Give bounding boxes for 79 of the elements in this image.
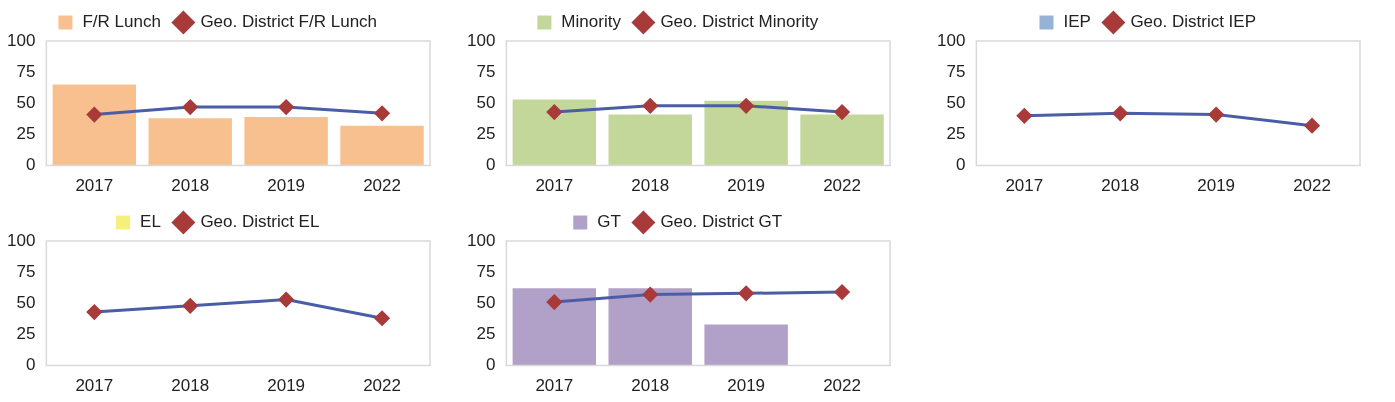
point — [642, 287, 658, 303]
y-tick-label: 100 — [936, 30, 966, 50]
bar — [704, 100, 788, 166]
legend-label: Geo. District IEP — [1130, 12, 1257, 32]
x-tick-label: 2018 — [1101, 176, 1140, 196]
point — [182, 99, 198, 115]
legend-label: Geo. District GT — [660, 212, 783, 232]
x-tick-label: 2022 — [363, 176, 401, 196]
x-tick-label: 2022 — [1293, 176, 1331, 196]
y-tick-label: 25 — [476, 124, 496, 144]
x-tick-label: 2017 — [75, 176, 114, 196]
x-tick-label: 2018 — [631, 376, 670, 396]
y-tick-label: 100 — [466, 230, 496, 250]
legend-label: Geo. District EL — [200, 212, 320, 232]
bar — [608, 114, 692, 166]
legend-label: IEP — [1063, 12, 1091, 32]
x-tick-label: 2022 — [823, 376, 861, 396]
x-tick-label: 2019 — [1197, 176, 1236, 196]
y-tick-label: 100 — [466, 30, 496, 50]
y-tick-label: 75 — [16, 261, 36, 281]
y-tick-label: 0 — [955, 155, 966, 175]
y-tick-label: 25 — [946, 124, 966, 144]
y-tick-label: 0 — [25, 155, 36, 175]
y-tick-label: 100 — [6, 230, 36, 250]
x-tick-label: 2019 — [727, 376, 766, 396]
y-tick-label: 75 — [476, 261, 496, 281]
y-tick-label: 25 — [476, 324, 496, 344]
x-tick-label: 2017 — [75, 376, 114, 396]
x-tick-label: 2019 — [267, 376, 306, 396]
point — [374, 105, 390, 121]
y-tick-label: 75 — [476, 61, 496, 81]
point — [1016, 108, 1032, 124]
y-tick-label: 50 — [476, 92, 496, 112]
bar — [800, 114, 884, 166]
legend-label: EL — [140, 212, 161, 232]
point — [1208, 107, 1224, 123]
y-tick-label: 0 — [485, 155, 496, 175]
legend-label: Minority — [561, 12, 622, 32]
point — [86, 107, 102, 123]
y-tick-label: 75 — [946, 61, 966, 81]
y-tick-label: 25 — [16, 124, 36, 144]
legend-label: Geo. District F/R Lunch — [200, 12, 378, 32]
point — [1112, 105, 1128, 121]
point — [834, 284, 850, 300]
y-tick-label: 0 — [25, 355, 36, 375]
point — [1304, 118, 1320, 134]
x-tick-label: 2018 — [631, 176, 670, 196]
point — [546, 294, 562, 310]
point — [278, 292, 294, 308]
x-tick-label: 2019 — [267, 176, 306, 196]
y-tick-label: 50 — [476, 292, 496, 312]
x-tick-label: 2017 — [1005, 176, 1044, 196]
point — [374, 310, 390, 326]
y-tick-label: 100 — [6, 30, 36, 50]
x-tick-label: 2017 — [535, 176, 574, 196]
point — [182, 298, 198, 314]
bar — [148, 118, 232, 166]
y-tick-label: 50 — [946, 92, 966, 112]
bar — [340, 125, 424, 166]
y-tick-label: 50 — [16, 292, 36, 312]
bar — [52, 84, 137, 166]
point — [278, 99, 294, 115]
legend-label: Geo. District Minority — [660, 12, 819, 32]
point — [86, 304, 102, 320]
bar — [512, 99, 597, 166]
y-tick-label: 50 — [16, 92, 36, 112]
y-tick-label: 75 — [16, 61, 36, 81]
legend-label: GT — [597, 212, 621, 232]
x-tick-label: 2017 — [535, 376, 574, 396]
y-tick-label: 25 — [16, 324, 36, 344]
x-tick-label: 2022 — [823, 176, 861, 196]
legend-label: F/R Lunch — [82, 12, 161, 32]
x-tick-label: 2019 — [727, 176, 766, 196]
x-tick-label: 2018 — [171, 176, 210, 196]
y-tick-label: 0 — [485, 355, 496, 375]
point — [738, 285, 754, 301]
x-tick-label: 2022 — [363, 376, 401, 396]
bar — [244, 117, 328, 166]
x-tick-label: 2018 — [171, 376, 210, 396]
